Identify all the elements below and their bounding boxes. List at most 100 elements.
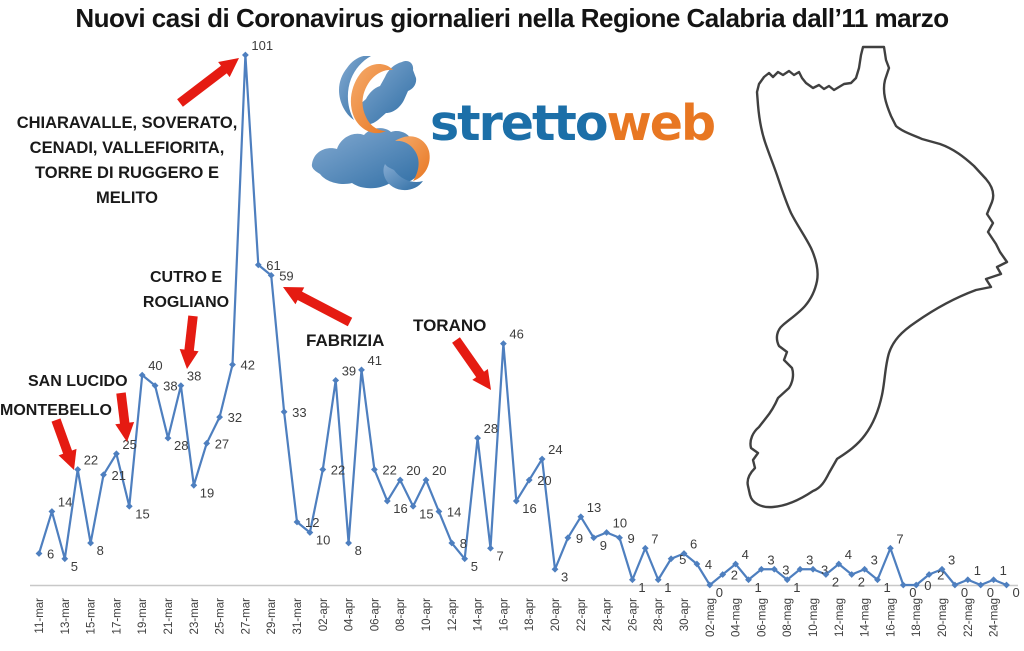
x-axis-tick-label: 12-apr [447,598,459,631]
data-point-label: 38 [187,369,201,384]
data-point-marker [474,434,481,442]
arrow-torano-head [472,368,491,390]
data-point-label: 2 [832,575,839,590]
data-point-marker [538,455,546,463]
data-point-label: 14 [58,495,72,510]
data-point-marker [100,471,107,479]
x-axis-tick-label: 04-mag [731,598,743,637]
data-point-label: 61 [266,258,280,273]
data-point-label: 9 [576,531,583,546]
data-point-marker [1003,581,1010,589]
data-point-label: 9 [628,531,635,546]
data-point-marker [667,555,675,563]
data-point-marker [48,508,56,515]
data-point-label: 7 [497,548,504,563]
data-point-label: 10 [613,516,627,531]
data-point-label: 8 [460,536,467,551]
data-point-label: 1 [664,580,671,595]
x-axis-tick-label: 30-apr [679,598,691,631]
annotation-torano: TORANO [413,316,487,335]
data-point-marker [938,565,946,573]
data-point-marker [138,371,146,379]
data-point-marker [616,534,623,542]
data-point-label: 22 [331,463,345,478]
data-point-marker [693,560,701,568]
x-axis-tick-label: 20-apr [550,598,562,631]
data-point-label: 3 [561,569,568,584]
x-axis-tick-label: 06-apr [369,598,381,631]
data-point-label: 9 [600,538,607,553]
data-point-label: 20 [537,473,551,488]
data-point-label: 1 [1000,563,1007,578]
arrow-cutro-shaft [184,315,198,354]
x-axis-tick-label: 14-apr [473,598,485,631]
data-point-label: 2 [731,568,738,583]
annotation-san-lucido: SAN LUCIDO [28,373,128,390]
data-point-marker [783,576,791,584]
data-point-label: 4 [845,547,852,562]
data-point-marker [835,560,843,568]
data-point-marker [190,481,198,489]
data-point-label: 3 [782,562,789,577]
x-axis-tick-label: 17-mar [111,598,123,635]
data-point-marker [899,581,907,589]
x-axis-tick-label: 25-mar [215,598,227,635]
data-point-marker [435,508,443,515]
x-axis-tick-label: 28-apr [653,598,665,631]
data-point-marker [203,439,211,447]
data-point-marker [177,382,185,389]
data-point-marker [629,576,636,584]
data-point-label: 25 [122,437,136,452]
data-point-label: 42 [241,358,255,373]
data-point-label: 8 [97,543,104,558]
data-point-marker [487,544,494,552]
data-point-label: 5 [71,559,78,574]
data-point-marker [332,376,340,384]
x-axis-tick-label: 14-mag [860,598,872,637]
data-point-marker [461,555,469,563]
strettoweb-logo-text: strettoweb [430,98,716,150]
data-point-marker [680,550,688,557]
data-point-label: 39 [342,363,356,378]
arrow-fabrizia-shaft [294,290,353,327]
data-point-label: 10 [316,533,330,548]
data-point-label: 41 [368,353,382,368]
arrow-to-peak-101-head [218,58,239,78]
data-point-label: 0 [1013,585,1020,600]
arrow-fabrizia-head [283,287,305,305]
data-point-label: 7 [651,531,658,546]
data-point-marker [254,261,262,269]
data-point-label: 20 [432,463,446,478]
data-point-marker [422,476,430,484]
logo-orange-swirl-bottom [395,136,430,181]
x-axis-tick-label: 24-mag [989,598,1001,637]
data-point-label: 8 [355,543,362,558]
x-axis-tick-label: 12-mag [834,598,846,637]
x-axis-tick-label: 10-apr [421,598,433,631]
x-axis-tick-label: 16-apr [498,598,510,631]
data-point-label: 101 [251,38,273,53]
data-point-label: 22 [382,463,396,478]
data-point-marker [125,502,133,510]
data-point-label: 7 [896,531,903,546]
data-point-marker [216,413,223,421]
x-axis-tick-label: 04-apr [344,598,356,631]
data-point-label: 3 [806,552,813,567]
data-point-marker [35,550,43,557]
data-point-marker [293,518,301,526]
x-axis-tick-label: 31-mar [292,598,304,635]
data-point-label: 59 [279,268,293,283]
annotation-cutro-rogliano: CUTRO E ROGLIANO [142,269,230,311]
data-point-marker [383,497,391,505]
series-line [37,53,1007,587]
data-point-label: 12 [305,515,319,530]
calabria-map-outline [746,45,1009,509]
data-point-label: 15 [419,506,433,521]
logo-blue-swirl-top [339,56,371,120]
data-point-marker [371,466,378,473]
chart-title: Nuovi casi di Coronavirus giornalieri ne… [75,3,949,33]
arrow-cutro-head [179,349,199,369]
data-point-marker [74,466,82,473]
x-axis-tick-label: 19-mar [137,598,149,635]
data-point-label: 0 [909,585,916,600]
